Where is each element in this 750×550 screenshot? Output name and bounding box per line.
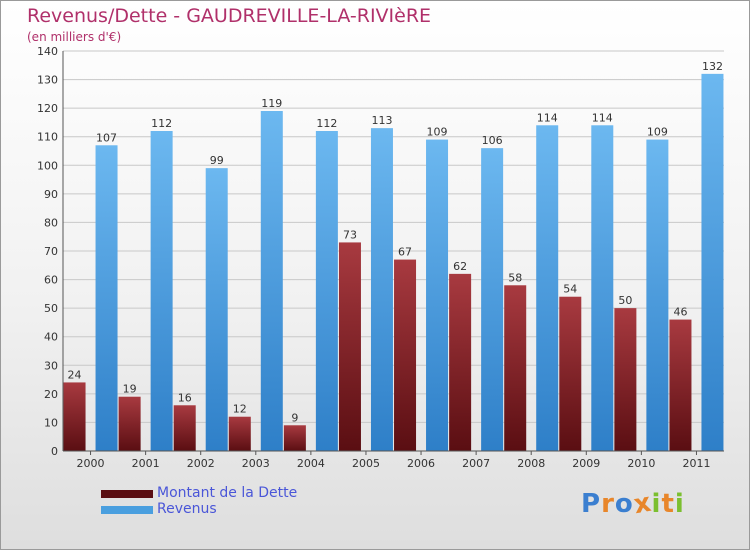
data-label-revenus-2008: 114 xyxy=(537,111,558,124)
x-tick-label: 2005 xyxy=(352,457,380,470)
x-tick-label: 2004 xyxy=(297,457,325,470)
y-tick-label: 10 xyxy=(44,416,58,429)
y-tick-label: 50 xyxy=(44,302,58,315)
data-label-dette-2008: 58 xyxy=(508,271,522,284)
bar-revenus-2002 xyxy=(205,168,228,451)
x-tick-label: 2002 xyxy=(187,457,215,470)
data-label-dette-2010: 50 xyxy=(618,294,632,307)
y-tick-label: 40 xyxy=(44,331,58,344)
bar-dette-2001 xyxy=(118,396,141,451)
logo-letter: i xyxy=(674,489,685,519)
data-label-revenus-2007: 106 xyxy=(482,134,503,147)
x-tick-label: 2010 xyxy=(627,457,655,470)
y-tick-label: 30 xyxy=(44,359,58,372)
x-tick-label: 2011 xyxy=(682,457,710,470)
data-label-dette-2000: 24 xyxy=(68,368,82,381)
y-tick-label: 60 xyxy=(44,274,58,287)
bar-dette-2002 xyxy=(173,405,196,451)
x-tick-label: 2009 xyxy=(572,457,600,470)
bar-dette-2006 xyxy=(394,259,417,451)
logo-letter: P xyxy=(581,489,602,519)
x-tick-label: 2000 xyxy=(77,457,105,470)
y-tick-label: 110 xyxy=(37,131,58,144)
bar-dette-2004 xyxy=(283,425,306,451)
data-label-revenus-2000: 107 xyxy=(96,131,117,144)
bar-dette-2003 xyxy=(228,416,251,451)
y-tick-label: 130 xyxy=(37,74,58,87)
bar-revenus-2011 xyxy=(701,73,724,451)
logo-letter: t xyxy=(661,489,675,519)
x-tick-label: 2007 xyxy=(462,457,490,470)
bar-dette-2005 xyxy=(338,242,361,451)
bar-dette-2011 xyxy=(669,319,692,451)
bar-revenus-2001 xyxy=(150,131,173,451)
y-tick-label: 70 xyxy=(44,245,58,258)
data-label-dette-2006: 67 xyxy=(398,246,412,259)
bar-dette-2009 xyxy=(559,296,582,451)
y-tick-label: 80 xyxy=(44,216,58,229)
legend-label-dette: Montant de la Dette xyxy=(157,485,298,501)
bar-dette-2000 xyxy=(63,382,86,451)
data-label-revenus-2002: 99 xyxy=(210,154,224,167)
x-tick-label: 2001 xyxy=(132,457,160,470)
y-tick-label: 100 xyxy=(37,159,58,172)
y-tick-label: 140 xyxy=(37,45,58,58)
data-label-dette-2001: 19 xyxy=(123,383,137,396)
y-tick-label: 0 xyxy=(51,445,58,458)
legend-swatch-revenus xyxy=(101,506,153,514)
data-label-revenus-2011: 132 xyxy=(702,60,723,73)
data-label-dette-2009: 54 xyxy=(563,283,577,296)
data-label-revenus-2004: 112 xyxy=(316,117,337,130)
logo-letter: r xyxy=(601,489,615,519)
data-label-revenus-2003: 119 xyxy=(261,97,282,110)
data-label-dette-2003: 12 xyxy=(233,403,247,416)
bar-revenus-2008 xyxy=(536,125,559,452)
bar-revenus-2006 xyxy=(426,139,449,452)
bar-revenus-2003 xyxy=(260,111,283,451)
data-label-revenus-2009: 114 xyxy=(592,111,613,124)
y-tick-label: 120 xyxy=(37,102,58,115)
logo-letter: o xyxy=(614,489,634,519)
data-label-dette-2011: 46 xyxy=(673,306,687,319)
y-tick-label: 20 xyxy=(44,388,58,401)
bar-revenus-2004 xyxy=(315,131,338,451)
bar-revenus-2009 xyxy=(591,125,614,452)
y-tick-label: 90 xyxy=(44,188,58,201)
data-label-revenus-2005: 113 xyxy=(371,114,392,127)
chart-title: Revenus/Dette - GAUDREVILLE-LA-RIVIèRE xyxy=(27,5,432,27)
bar-revenus-2005 xyxy=(370,128,393,451)
data-label-revenus-2006: 109 xyxy=(427,126,448,139)
x-tick-label: 2003 xyxy=(242,457,270,470)
data-label-dette-2005: 73 xyxy=(343,228,357,241)
bar-revenus-2000 xyxy=(95,145,118,452)
proxiti-logo: Proxiti xyxy=(581,488,685,521)
legend-label-revenus: Revenus xyxy=(157,501,217,517)
legend-swatch-dette xyxy=(101,490,153,498)
data-label-dette-2002: 16 xyxy=(178,391,192,404)
bar-dette-2010 xyxy=(614,308,637,451)
bar-revenus-2007 xyxy=(481,148,504,451)
bar-dette-2008 xyxy=(504,285,527,451)
data-label-revenus-2010: 109 xyxy=(647,126,668,139)
x-tick-label: 2008 xyxy=(517,457,545,470)
data-label-dette-2004: 9 xyxy=(291,411,298,424)
bar-revenus-2010 xyxy=(646,139,669,452)
chart-subtitle: (en milliers d'€) xyxy=(27,30,122,44)
bar-dette-2007 xyxy=(449,273,472,451)
data-label-revenus-2001: 112 xyxy=(151,117,172,130)
x-tick-label: 2006 xyxy=(407,457,435,470)
data-label-dette-2007: 62 xyxy=(453,260,467,273)
logo-letter: i xyxy=(651,489,662,519)
